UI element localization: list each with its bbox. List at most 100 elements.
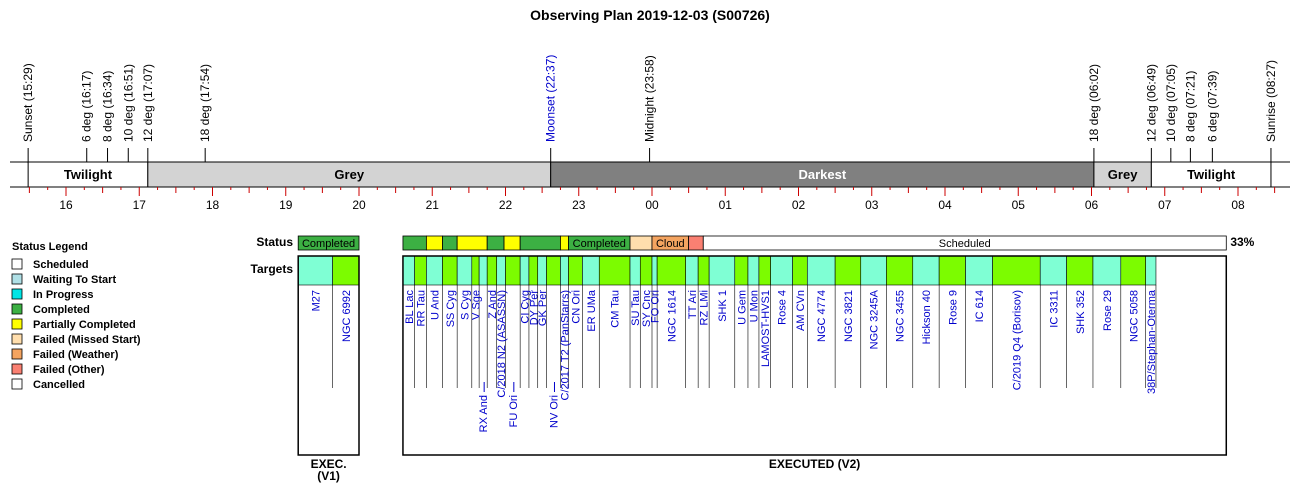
target-name: SHK 352 <box>1075 290 1087 334</box>
target-block <box>442 255 458 286</box>
target-block <box>965 255 993 286</box>
target-block <box>806 255 836 286</box>
target-name: SS Cyg <box>445 290 457 327</box>
sky-band <box>27 161 149 188</box>
target-block <box>912 255 940 286</box>
target-block <box>886 255 914 286</box>
target-block <box>708 255 736 286</box>
target-name: V Sge <box>470 290 482 320</box>
legend-swatch <box>11 288 23 300</box>
target-block <box>568 255 583 286</box>
target-name: NGC 5058 <box>1128 290 1140 342</box>
target-name: SU Tau <box>630 290 642 326</box>
targets-row-label: Targets <box>251 262 294 276</box>
hour-label: 16 <box>59 198 73 212</box>
hour-label: 01 <box>719 198 733 212</box>
status-legend: Status Legend Scheduled Waiting To Start In… <box>11 241 141 391</box>
target-block <box>792 255 808 286</box>
status-segment-label: Cloud <box>656 238 685 250</box>
panel-footer: EXECUTED (V2) <box>769 457 860 471</box>
target-name: NGC 4774 <box>816 290 828 342</box>
target-name: FO Ori <box>650 290 662 323</box>
target-block <box>478 255 488 286</box>
event-label: Moonset (22:37) <box>544 55 558 142</box>
sky-band-label: Grey <box>1108 167 1138 182</box>
event-label: 18 deg (06:02) <box>1087 64 1101 142</box>
target-block <box>560 255 569 286</box>
event-label: 6 deg (16:17) <box>80 71 94 142</box>
target-block <box>1092 255 1122 286</box>
target-block <box>656 255 686 286</box>
target-name: RR Tau <box>416 290 428 326</box>
target-name: C/2018 N2 (ASASSN) <box>496 290 508 398</box>
hour-label: 06 <box>1085 198 1099 212</box>
target-name: NGC 6992 <box>341 290 353 342</box>
target-block <box>860 255 887 286</box>
legend-swatch <box>11 273 23 285</box>
target-block <box>598 255 631 286</box>
plan-title: Observing Plan 2019-12-03 (S00726) <box>530 7 770 23</box>
sky-band-label: Darkest <box>798 167 846 182</box>
target-name: Rose 4 <box>777 290 789 325</box>
legend-title: Status Legend <box>12 241 88 253</box>
target-name: GK Per <box>537 290 549 326</box>
target-name: NGC 3455 <box>895 290 907 342</box>
event-label: Sunset (15:29) <box>21 63 35 142</box>
target-name: AM CVn <box>795 290 807 331</box>
sky-band-label: Twilight <box>1187 167 1236 182</box>
target-block <box>402 255 415 286</box>
target-block <box>486 255 498 286</box>
event-label: Sunrise (08:27) <box>1264 60 1278 142</box>
target-name: NGC 3821 <box>843 290 855 342</box>
legend-label: In Progress <box>33 289 94 301</box>
target-block <box>414 255 427 286</box>
status-segment-label: Completed <box>302 238 355 250</box>
hour-label: 21 <box>426 198 440 212</box>
target-name: NGC 1614 <box>666 290 678 342</box>
status-segment <box>503 235 521 251</box>
hour-label: 05 <box>1012 198 1026 212</box>
target-block <box>471 255 480 286</box>
target-name: Hickson 40 <box>921 290 933 344</box>
target-name: NV Ori <box>548 395 560 428</box>
target-name: ER UMa <box>586 289 598 331</box>
target-block <box>1066 255 1094 286</box>
target-name: LAMOST-HVS1 <box>760 290 772 367</box>
event-label: 10 deg (16:51) <box>121 64 135 142</box>
hour-label: 17 <box>133 198 147 212</box>
target-block <box>496 255 506 286</box>
status-segment <box>629 235 653 251</box>
panel-frame <box>297 255 360 456</box>
target-name: U Mon <box>748 290 760 322</box>
target-block <box>297 255 333 286</box>
event-label: 18 deg (17:54) <box>198 64 212 142</box>
target-block <box>938 255 966 286</box>
sky-band <box>550 161 1095 188</box>
target-block <box>519 255 530 286</box>
sky-band <box>147 161 552 188</box>
panel-footer: EXEC. <box>311 457 347 471</box>
event-label: Midnight (23:58) <box>643 55 657 142</box>
legend-swatch <box>11 348 23 360</box>
panel-footer: (V1) <box>317 469 340 483</box>
target-name: C/2019 Q4 (Borisov) <box>1011 290 1023 390</box>
legend-swatch <box>11 318 23 330</box>
status-segment <box>442 235 458 251</box>
target-block <box>1145 255 1157 286</box>
target-block <box>747 255 760 286</box>
sky-band-label: Twilight <box>64 167 113 182</box>
target-name: IC 3311 <box>1048 290 1060 328</box>
status-segment <box>297 235 360 251</box>
status-segment <box>519 235 561 251</box>
status-segment <box>688 235 704 251</box>
hour-label: 08 <box>1231 198 1245 212</box>
legend-label: Completed <box>33 304 90 316</box>
target-name: C/2017 T2 (PanStarrs) <box>559 290 571 400</box>
status-segment-label: Completed <box>573 238 626 250</box>
event-label: 6 deg (07:39) <box>1205 71 1219 142</box>
status-row-label: Status <box>256 235 293 249</box>
target-block <box>528 255 539 286</box>
target-block <box>1120 255 1147 286</box>
target-block <box>758 255 771 286</box>
